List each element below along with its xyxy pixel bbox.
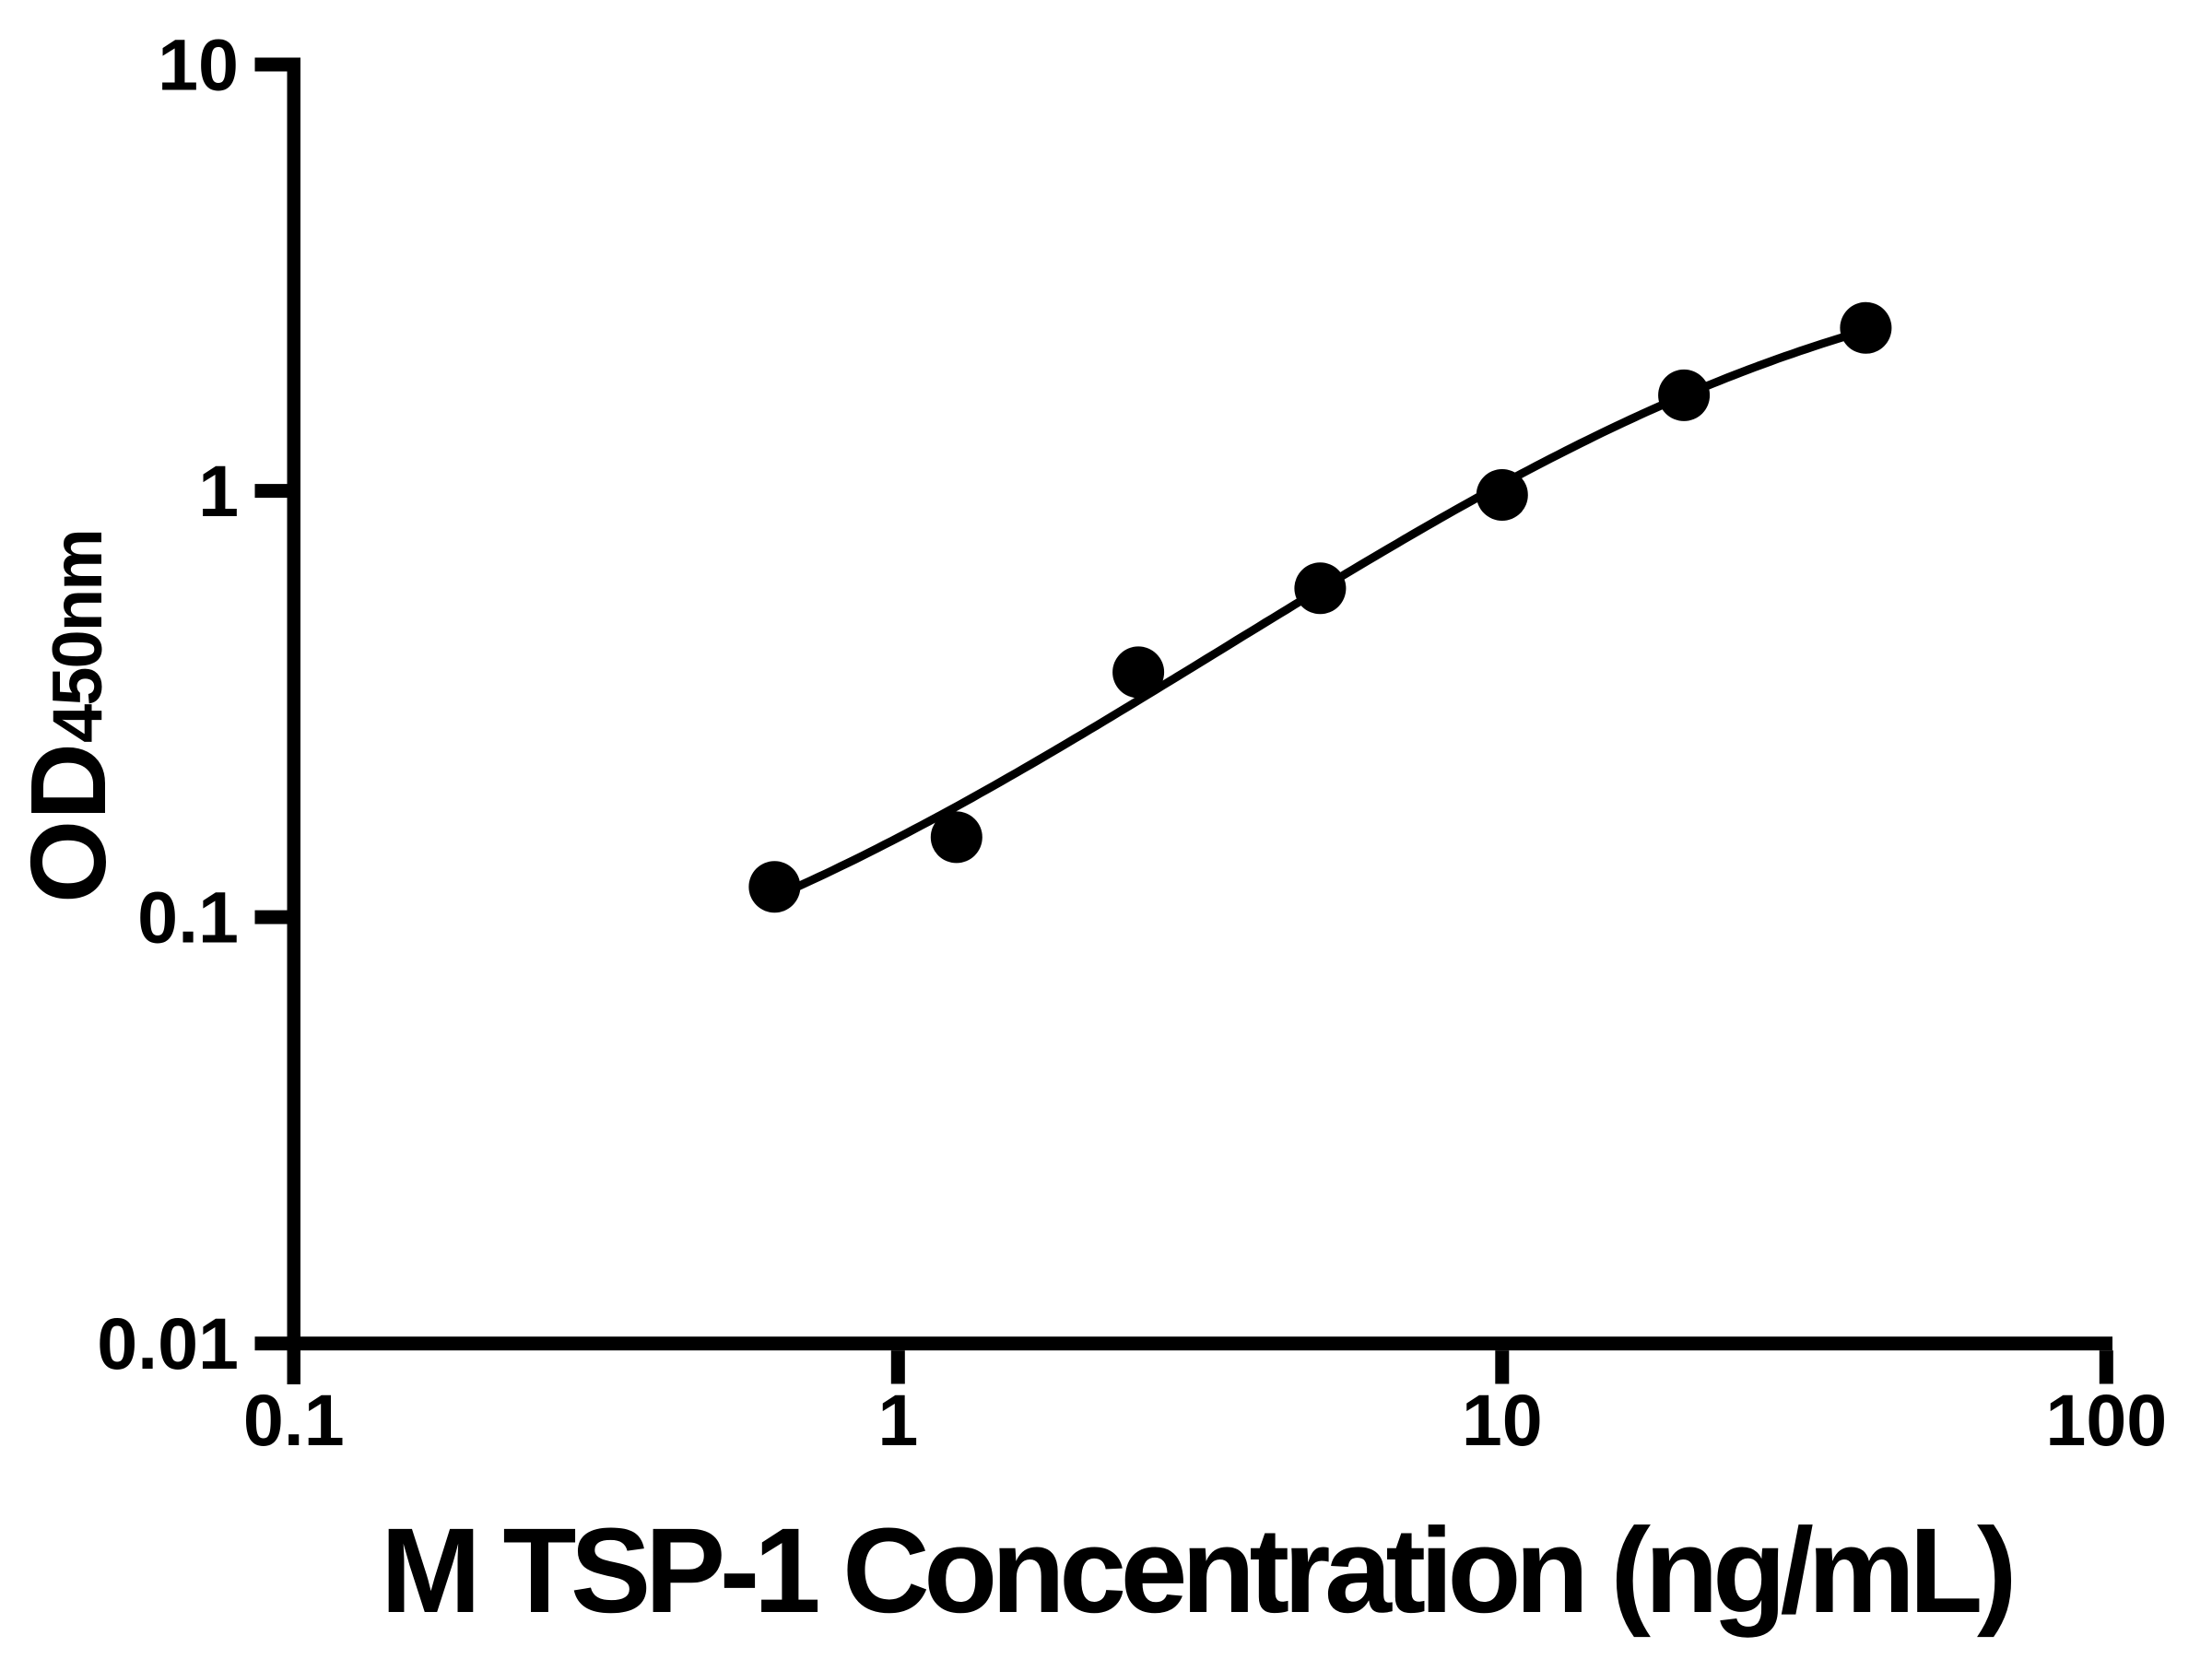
svg-text:10: 10 — [158, 24, 239, 106]
svg-text:1: 1 — [198, 450, 239, 532]
svg-text:10: 10 — [1462, 1379, 1543, 1461]
svg-text:0.1: 0.1 — [243, 1379, 345, 1461]
svg-text:M TSP-1 Concentration (ng/mL): M TSP-1 Concentration (ng/mL) — [381, 1502, 2012, 1638]
svg-text:100: 100 — [2045, 1379, 2167, 1461]
svg-text:1: 1 — [877, 1379, 918, 1461]
svg-text:0.01: 0.01 — [97, 1302, 239, 1384]
svg-text:0.1: 0.1 — [137, 877, 239, 959]
